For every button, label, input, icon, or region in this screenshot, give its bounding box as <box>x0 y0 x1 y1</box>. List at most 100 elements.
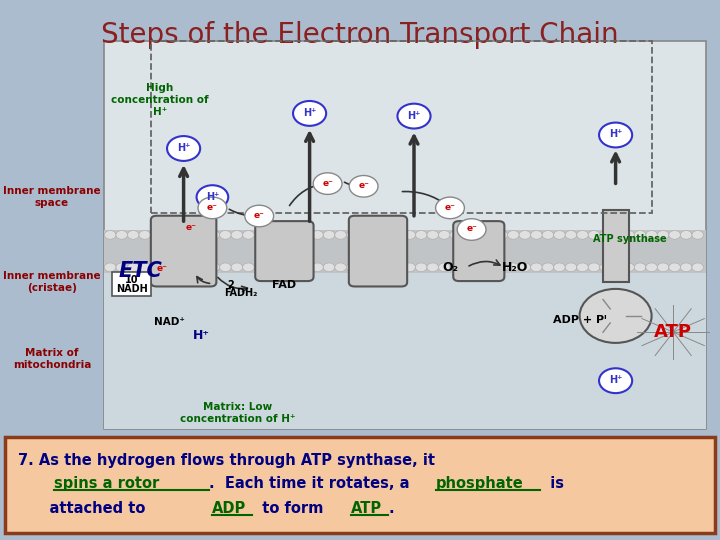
Circle shape <box>231 231 243 239</box>
Circle shape <box>565 231 577 239</box>
Circle shape <box>254 263 266 272</box>
Text: .  Each time it rotates, a: . Each time it rotates, a <box>209 476 415 491</box>
Text: H₂O: H₂O <box>502 261 528 274</box>
Circle shape <box>692 231 703 239</box>
Circle shape <box>450 263 462 272</box>
Circle shape <box>116 231 127 239</box>
Circle shape <box>162 263 174 272</box>
Circle shape <box>692 263 703 272</box>
Circle shape <box>197 185 228 209</box>
Text: H⁺: H⁺ <box>193 329 210 342</box>
Circle shape <box>381 231 392 239</box>
Circle shape <box>220 263 231 272</box>
Circle shape <box>519 263 531 272</box>
Circle shape <box>254 231 266 239</box>
Circle shape <box>611 231 623 239</box>
Circle shape <box>680 263 692 272</box>
Circle shape <box>485 231 496 239</box>
Text: ATP: ATP <box>351 501 382 516</box>
Text: High
concentration of
H⁺: High concentration of H⁺ <box>111 83 209 117</box>
Circle shape <box>245 205 274 227</box>
Circle shape <box>392 231 404 239</box>
Circle shape <box>197 231 208 239</box>
Text: FADH₂: FADH₂ <box>225 288 258 298</box>
Circle shape <box>438 263 450 272</box>
Text: H⁺: H⁺ <box>609 130 622 139</box>
Circle shape <box>611 263 623 272</box>
Circle shape <box>657 263 669 272</box>
Circle shape <box>266 263 277 272</box>
Text: H⁺: H⁺ <box>609 375 622 385</box>
Circle shape <box>266 231 277 239</box>
Text: e⁻: e⁻ <box>185 224 197 232</box>
Circle shape <box>415 231 427 239</box>
Text: ADP + Pᴵ: ADP + Pᴵ <box>553 315 606 325</box>
Circle shape <box>127 231 139 239</box>
Circle shape <box>104 231 116 239</box>
Circle shape <box>313 173 342 194</box>
FancyBboxPatch shape <box>112 272 151 296</box>
Circle shape <box>104 263 116 272</box>
Text: 10: 10 <box>125 275 138 285</box>
FancyBboxPatch shape <box>349 215 408 286</box>
Text: Steps of the Electron Transport Chain: Steps of the Electron Transport Chain <box>102 21 618 49</box>
Circle shape <box>300 263 312 272</box>
Circle shape <box>680 231 692 239</box>
Circle shape <box>243 231 254 239</box>
Circle shape <box>300 231 312 239</box>
Circle shape <box>599 368 632 393</box>
Text: Inner membrane
space: Inner membrane space <box>3 186 101 208</box>
Circle shape <box>162 231 174 239</box>
Circle shape <box>323 263 335 272</box>
Circle shape <box>577 263 588 272</box>
Circle shape <box>646 263 657 272</box>
FancyBboxPatch shape <box>104 40 706 429</box>
Text: ADP: ADP <box>212 501 247 516</box>
Circle shape <box>116 263 127 272</box>
Circle shape <box>554 263 565 272</box>
Circle shape <box>600 263 611 272</box>
Circle shape <box>473 231 485 239</box>
Circle shape <box>404 263 415 272</box>
Circle shape <box>577 231 588 239</box>
Circle shape <box>496 263 508 272</box>
Circle shape <box>473 263 485 272</box>
Circle shape <box>381 263 392 272</box>
Text: to form: to form <box>252 501 333 516</box>
Circle shape <box>646 231 657 239</box>
Circle shape <box>462 263 473 272</box>
Text: ATP synthase: ATP synthase <box>593 234 667 244</box>
Circle shape <box>220 231 231 239</box>
Circle shape <box>392 263 404 272</box>
Text: 2: 2 <box>227 280 234 290</box>
Circle shape <box>335 263 346 272</box>
Text: H⁺: H⁺ <box>206 192 219 201</box>
Circle shape <box>167 136 200 161</box>
Text: Matrix of
mitochondria: Matrix of mitochondria <box>13 348 91 370</box>
Text: phosphate: phosphate <box>436 476 523 491</box>
Text: ATP: ATP <box>654 323 692 341</box>
Circle shape <box>531 263 542 272</box>
Circle shape <box>293 101 326 126</box>
Text: NAD⁺: NAD⁺ <box>154 318 184 327</box>
Circle shape <box>669 231 680 239</box>
Circle shape <box>397 104 431 129</box>
Circle shape <box>485 263 496 272</box>
Circle shape <box>427 263 438 272</box>
Text: NADH: NADH <box>116 284 148 294</box>
Text: e⁻: e⁻ <box>253 211 265 220</box>
Circle shape <box>457 219 486 240</box>
Circle shape <box>139 263 150 272</box>
Circle shape <box>208 231 220 239</box>
Circle shape <box>623 231 634 239</box>
Circle shape <box>369 263 381 272</box>
Circle shape <box>358 231 369 239</box>
FancyBboxPatch shape <box>5 437 715 533</box>
Circle shape <box>346 263 358 272</box>
Circle shape <box>369 231 381 239</box>
Circle shape <box>323 231 335 239</box>
Circle shape <box>519 231 531 239</box>
Circle shape <box>150 263 162 272</box>
FancyBboxPatch shape <box>256 221 314 281</box>
Circle shape <box>231 263 243 272</box>
